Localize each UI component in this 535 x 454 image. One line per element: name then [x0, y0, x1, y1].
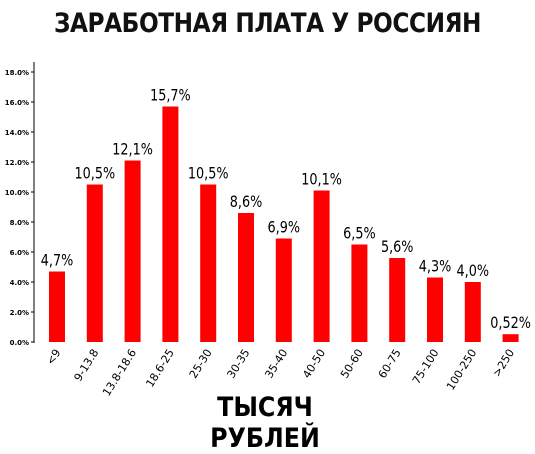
x-tick-label: 75-100 [410, 347, 442, 387]
bar [124, 160, 141, 342]
data-label: 4,7% [41, 252, 73, 270]
x-tick-label: 60-75 [376, 347, 404, 381]
x-tick-label: 30-35 [225, 347, 253, 381]
data-label: 12,1% [112, 141, 153, 159]
data-label: 4,0% [457, 263, 489, 281]
bar [275, 238, 292, 342]
data-label: 10,5% [74, 165, 115, 183]
bar [502, 334, 519, 342]
y-tick-label: 16.0% [5, 99, 29, 107]
data-label: 10,5% [188, 165, 229, 183]
bar [313, 190, 330, 342]
bar [389, 258, 406, 342]
y-tick-label: 14.0% [5, 129, 29, 137]
x-tick-label: 100-250 [444, 347, 479, 393]
y-tick-label: 6.0% [10, 249, 29, 257]
y-tick-label: 8.0% [10, 219, 29, 227]
x-tick-label: 35-40 [262, 347, 290, 381]
x-tick-label: 18.6-25 [143, 347, 177, 390]
x-tick-label: 13.8-18.6 [100, 347, 139, 399]
x-tick-label: 25-30 [187, 347, 215, 381]
data-label: 6,9% [268, 219, 300, 237]
data-label: 5,6% [381, 239, 413, 257]
y-tick-label: 0.0% [10, 339, 29, 347]
data-label: 6,5% [343, 225, 375, 243]
y-tick-label: 2.0% [10, 309, 29, 317]
data-label: 8,6% [230, 194, 262, 212]
bar [427, 277, 443, 342]
salary-bar-chart: 0.0% 2.0% 4.0% 6.0% 8.0% 10.0% 12.0% 14.0% 16.0%… [5, 62, 531, 399]
bar [238, 213, 254, 342]
data-label: 0,52% [490, 315, 531, 333]
y-tick-label: 18.0% [5, 69, 29, 77]
y-tick-label: 10.0% [5, 189, 29, 197]
bar [49, 271, 65, 342]
bar [162, 106, 179, 342]
chart-title: ЗАРАБОТНАЯ ПЛАТА У РОССИЯН [53, 8, 482, 39]
bar [86, 184, 103, 342]
data-label: 15,7% [150, 87, 191, 105]
x-tick-label: <9 [44, 347, 64, 368]
bar [464, 282, 481, 342]
x-tick-label: 40-50 [300, 347, 328, 381]
bar [200, 184, 217, 342]
data-label: 10,1% [301, 171, 342, 189]
x-tick-label: >250 [490, 347, 517, 380]
x-axis-label: ТЫСЯЧ РУБЛЕЙ [210, 392, 320, 454]
x-tick-label: 50-60 [338, 347, 366, 381]
y-tick-label: 4.0% [10, 279, 29, 287]
x-tick-label: 9-13.8 [72, 347, 102, 384]
data-label: 4,3% [419, 258, 451, 276]
bar [351, 244, 368, 342]
y-tick-label: 12.0% [5, 159, 29, 167]
